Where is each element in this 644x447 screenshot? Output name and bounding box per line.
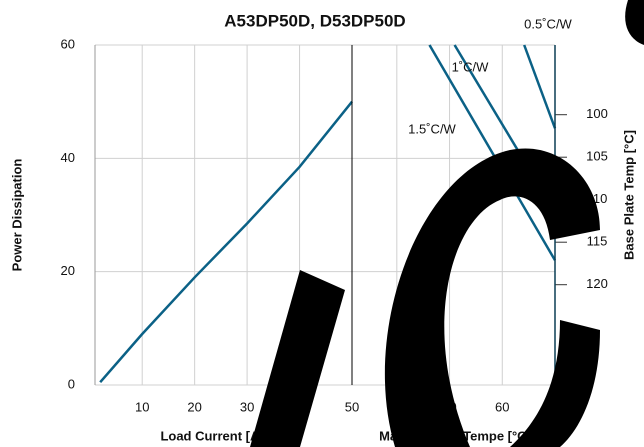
x-tick-label: 20 xyxy=(187,399,201,414)
y-tick-label: 40 xyxy=(61,150,75,165)
y2-tick-label: 120 xyxy=(586,276,608,291)
y2-axis-title: Base Plate Temp [°C] xyxy=(621,130,636,260)
page: {"chart_data": [ {"type": "line", "title… xyxy=(0,0,644,447)
series-label: 1.5˚C/W xyxy=(408,121,456,136)
series-label: 1˚C/W xyxy=(452,59,490,74)
y-axis-title: Power Dissipation xyxy=(9,159,24,272)
y2-tick-label: 115 xyxy=(587,234,608,249)
series-label: 0.5˚C/W xyxy=(524,16,572,31)
y-tick-label: 60 xyxy=(61,36,75,51)
x-tick-label: 30 xyxy=(240,399,254,414)
y-tick-label: 20 xyxy=(61,263,75,278)
chart-title: A53DP50D, D53DP50D xyxy=(224,11,405,30)
y2-tick-label: 105 xyxy=(586,149,608,164)
watermark xyxy=(250,270,345,447)
y2-tick-label: 100 xyxy=(586,106,608,121)
chart: A53DP50D, D53DP50D Power Dissipation Loa… xyxy=(0,0,644,447)
y-tick-label: 0 xyxy=(68,376,75,391)
watermark xyxy=(625,0,644,45)
x-tick-label: 10 xyxy=(135,399,149,414)
series-line xyxy=(524,45,555,128)
x-tick-label: 50 xyxy=(345,399,359,414)
x-tick-label: 60 xyxy=(495,399,509,414)
